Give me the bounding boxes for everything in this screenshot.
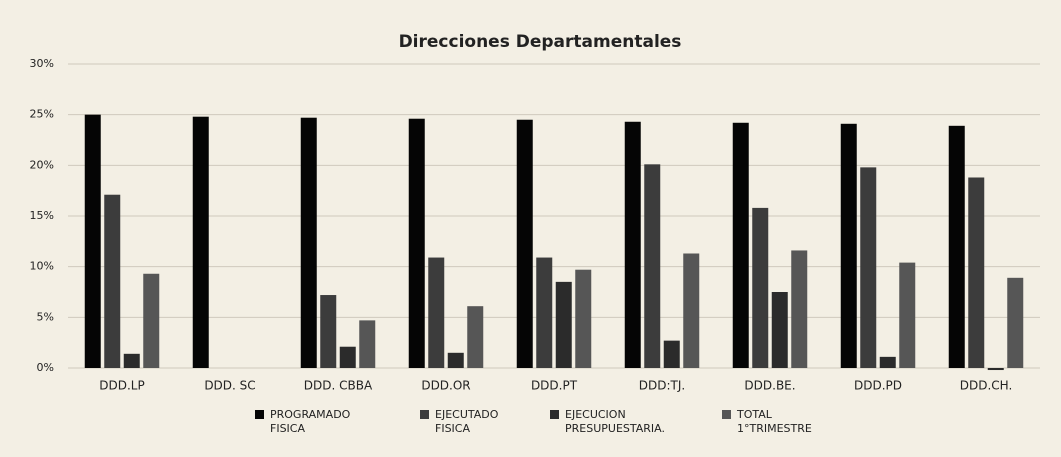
bar <box>536 257 553 368</box>
bar <box>791 250 808 368</box>
x-tick-label: DDD.LP <box>99 379 144 393</box>
legend-item: PROGRAMADO FISICA <box>255 408 350 436</box>
bar <box>575 269 592 368</box>
legend-item: EJECUCION PRESUPUESTARIA. <box>550 408 665 436</box>
legend-item: TOTAL 1°TRIMESTRE <box>722 408 812 436</box>
legend-label: EJECUTADO FISICA <box>435 408 499 435</box>
legend-item: EJECUTADO FISICA <box>420 408 498 436</box>
legend-label: EJECUCION PRESUPUESTARIA. <box>565 408 665 435</box>
legend-swatch <box>255 410 264 419</box>
bar <box>84 114 101 369</box>
y-tick-label: 25% <box>30 108 54 121</box>
y-tick-label: 15% <box>30 209 54 222</box>
y-tick-label: 0% <box>37 361 54 374</box>
x-tick-label: DDD.CH. <box>960 379 1013 393</box>
y-tick-label: 10% <box>30 260 54 273</box>
chart-title: Direcciones Departamentales <box>399 32 682 52</box>
legend: PROGRAMADO FISICA EJECUTADO FISICA EJECUCI… <box>0 408 1061 453</box>
bar <box>860 167 877 368</box>
bar <box>987 368 1004 371</box>
bar <box>516 119 533 368</box>
bar <box>840 123 857 368</box>
legend-label: PROGRAMADO FISICA <box>270 408 351 435</box>
bar <box>447 352 464 368</box>
bar <box>359 320 376 368</box>
x-tick-label: DDD:TJ. <box>639 379 685 393</box>
bar <box>663 340 680 368</box>
bar <box>899 262 916 368</box>
bar <box>104 194 121 368</box>
bar <box>752 207 769 368</box>
legend-swatch <box>550 410 559 419</box>
bar <box>1007 277 1024 368</box>
x-tick-label: DDD.PD <box>854 379 902 393</box>
bar <box>123 353 140 368</box>
y-tick-label: 20% <box>30 158 54 171</box>
bar <box>428 257 445 368</box>
y-tick-label: 5% <box>37 310 54 323</box>
bar <box>624 121 641 368</box>
bar <box>771 292 788 368</box>
bar <box>192 116 209 369</box>
x-tick-label: DDD.OR <box>421 379 470 393</box>
bar <box>320 295 337 368</box>
x-tick-label: DDD.PT <box>531 379 578 393</box>
bar <box>968 177 985 368</box>
legend-label: TOTAL 1°TRIMESTRE <box>737 408 812 435</box>
bar <box>683 253 700 368</box>
bar <box>644 164 661 368</box>
bar <box>300 117 317 368</box>
x-tick-label: DDD. CBBA <box>304 379 373 393</box>
x-tick-label: DDD.BE. <box>744 379 795 393</box>
bar <box>879 356 896 368</box>
legend-swatch <box>722 410 731 419</box>
bar <box>408 118 425 368</box>
y-tick-label: 30% <box>30 57 54 70</box>
bar <box>948 125 965 369</box>
bar <box>555 281 572 368</box>
bar <box>467 306 484 368</box>
bar <box>143 273 160 368</box>
bar <box>732 122 749 368</box>
x-tick-label: DDD. SC <box>204 379 255 393</box>
legend-swatch <box>420 410 429 419</box>
bar <box>339 346 356 368</box>
